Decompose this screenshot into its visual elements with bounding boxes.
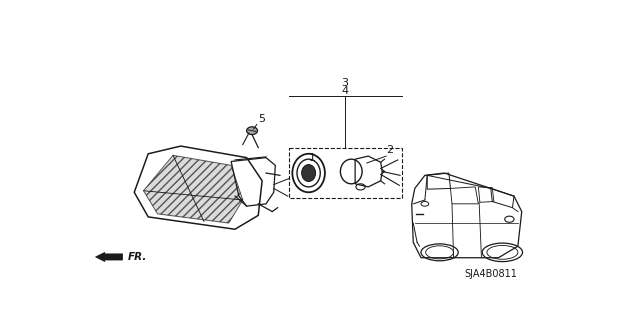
Text: SJA4B0811: SJA4B0811 [464,269,517,279]
Text: 3: 3 [342,78,349,88]
Text: 2: 2 [387,145,394,155]
Polygon shape [143,155,243,223]
Text: 4: 4 [342,85,349,96]
Ellipse shape [301,165,316,182]
Ellipse shape [246,127,257,135]
Polygon shape [95,252,123,262]
Text: 5: 5 [258,114,265,124]
Text: 1: 1 [309,152,316,163]
Text: FR.: FR. [128,252,147,262]
